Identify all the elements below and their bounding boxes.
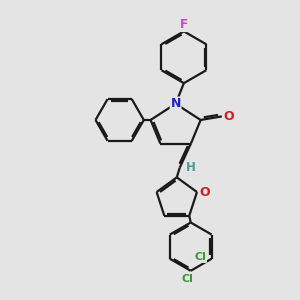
Text: F: F: [180, 18, 188, 32]
Text: O: O: [223, 110, 234, 123]
Text: Cl: Cl: [194, 252, 206, 262]
Text: O: O: [199, 185, 210, 199]
Text: H: H: [186, 161, 196, 174]
Text: N: N: [170, 97, 181, 110]
Text: Cl: Cl: [182, 274, 194, 284]
